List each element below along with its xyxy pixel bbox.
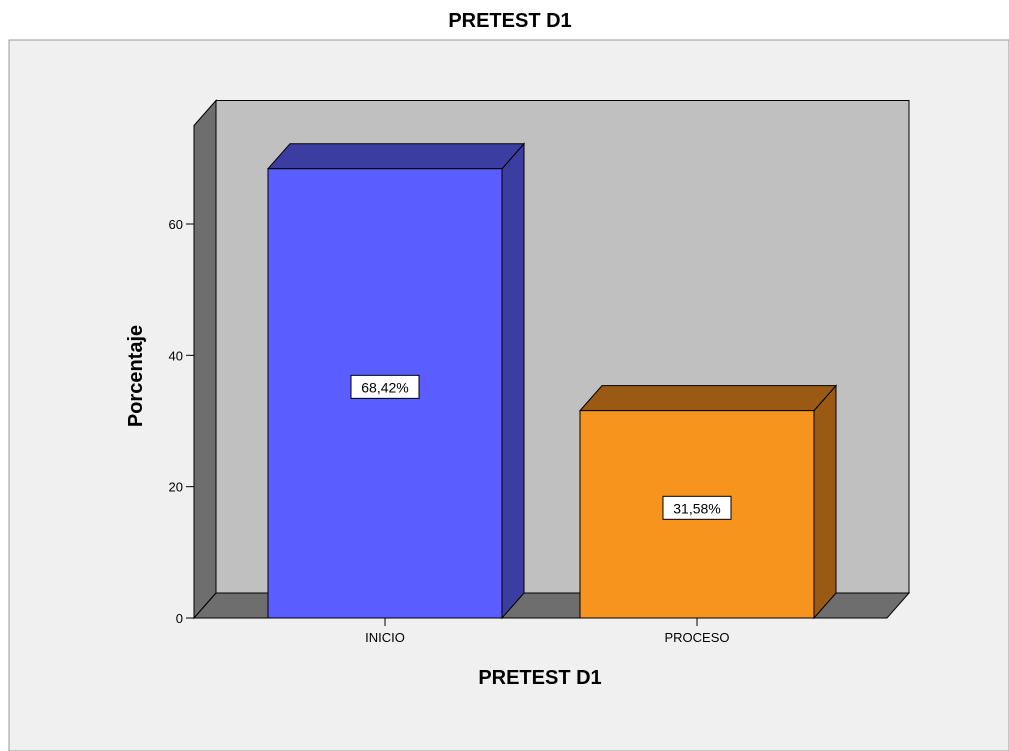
x-tick-label: PROCESO xyxy=(664,630,729,645)
bar-top xyxy=(266,143,526,170)
y-tick-label: 40 xyxy=(169,348,183,363)
chart-title: PRETEST D1 xyxy=(448,10,571,32)
data-label-box xyxy=(662,495,732,520)
bar-side xyxy=(501,142,525,620)
y-axis-title: Porcentaje xyxy=(125,325,147,427)
bars: 68,42% 31,58% xyxy=(266,142,838,620)
y-tick-label: 0 xyxy=(176,611,183,626)
side-wall xyxy=(193,99,217,620)
y-tick-label: 20 xyxy=(169,480,183,495)
x-tick-label: INICIO xyxy=(365,630,405,645)
data-label: 68,42% xyxy=(361,379,408,395)
y-axis: 0 20 40 60 xyxy=(169,217,194,626)
x-axis-title: PRETEST D1 xyxy=(478,667,601,689)
y-tick-label: 60 xyxy=(169,217,183,232)
data-label: 31,58% xyxy=(673,500,720,516)
data-label-box xyxy=(350,374,420,399)
bar-top xyxy=(578,385,838,412)
bar-side xyxy=(813,384,837,620)
x-axis: INICIO PROCESO xyxy=(194,617,887,645)
